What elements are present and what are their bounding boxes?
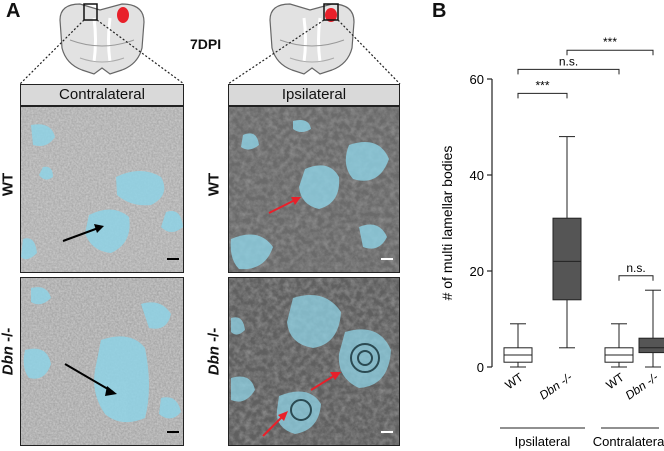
box-iqr — [638, 337, 664, 354]
chart-significance: *** n.s. *** n.s. — [517, 35, 654, 281]
box-1 — [552, 136, 582, 349]
box-2 — [604, 323, 634, 368]
brain-schematic-ipsilateral — [269, 3, 355, 75]
group-label: Contralateral — [593, 434, 664, 449]
x-category-label: WT — [502, 370, 526, 393]
significance-label: n.s. — [559, 54, 578, 68]
significance-label: *** — [603, 35, 617, 49]
y-axis-label: # of multi lamellar bodies — [439, 146, 455, 301]
zoom-lines — [19, 19, 401, 85]
brain-schematic-contralateral — [59, 3, 145, 75]
panel-a-letter: A — [6, 0, 21, 22]
y-tick-label: 40 — [470, 168, 484, 183]
panel-b-letter: B — [432, 0, 447, 22]
x-category-label: Dbn -/- — [537, 370, 575, 403]
significance-bracket: n.s. — [517, 54, 620, 75]
box-3 — [638, 289, 664, 368]
significance-bracket: n.s. — [618, 261, 654, 281]
micrograph-ipsilateral-dbn — [228, 277, 400, 446]
group-label: Ipsilateral — [515, 434, 571, 449]
lesion-marker — [117, 7, 129, 23]
chart-axes: 0 20 40 60 # of multi lamellar bodies — [439, 72, 493, 375]
column-header-contralateral: Contralateral — [20, 84, 184, 106]
y-tick-label: 60 — [470, 72, 484, 87]
roi-box — [83, 3, 98, 21]
significance-bracket: *** — [566, 35, 654, 56]
box-iqr — [552, 217, 582, 301]
significance-label: *** — [535, 78, 549, 92]
timepoint-label: 7DPI — [190, 36, 222, 52]
y-tick-label: 20 — [470, 264, 484, 279]
box-0 — [503, 323, 533, 368]
x-category-label: Dbn -/- — [623, 370, 661, 403]
micrograph-contralateral-wt — [20, 106, 184, 273]
significance-label: n.s. — [626, 261, 645, 275]
chart-boxes — [503, 136, 664, 368]
x-category-label: WT — [603, 370, 627, 393]
column-header-ipsilateral: Ipsilateral — [228, 84, 400, 106]
significance-bracket: *** — [517, 78, 568, 99]
micrograph-contralateral-dbn — [20, 277, 184, 446]
y-tick-label: 0 — [477, 360, 484, 375]
micrograph-ipsilateral-wt — [228, 106, 400, 273]
